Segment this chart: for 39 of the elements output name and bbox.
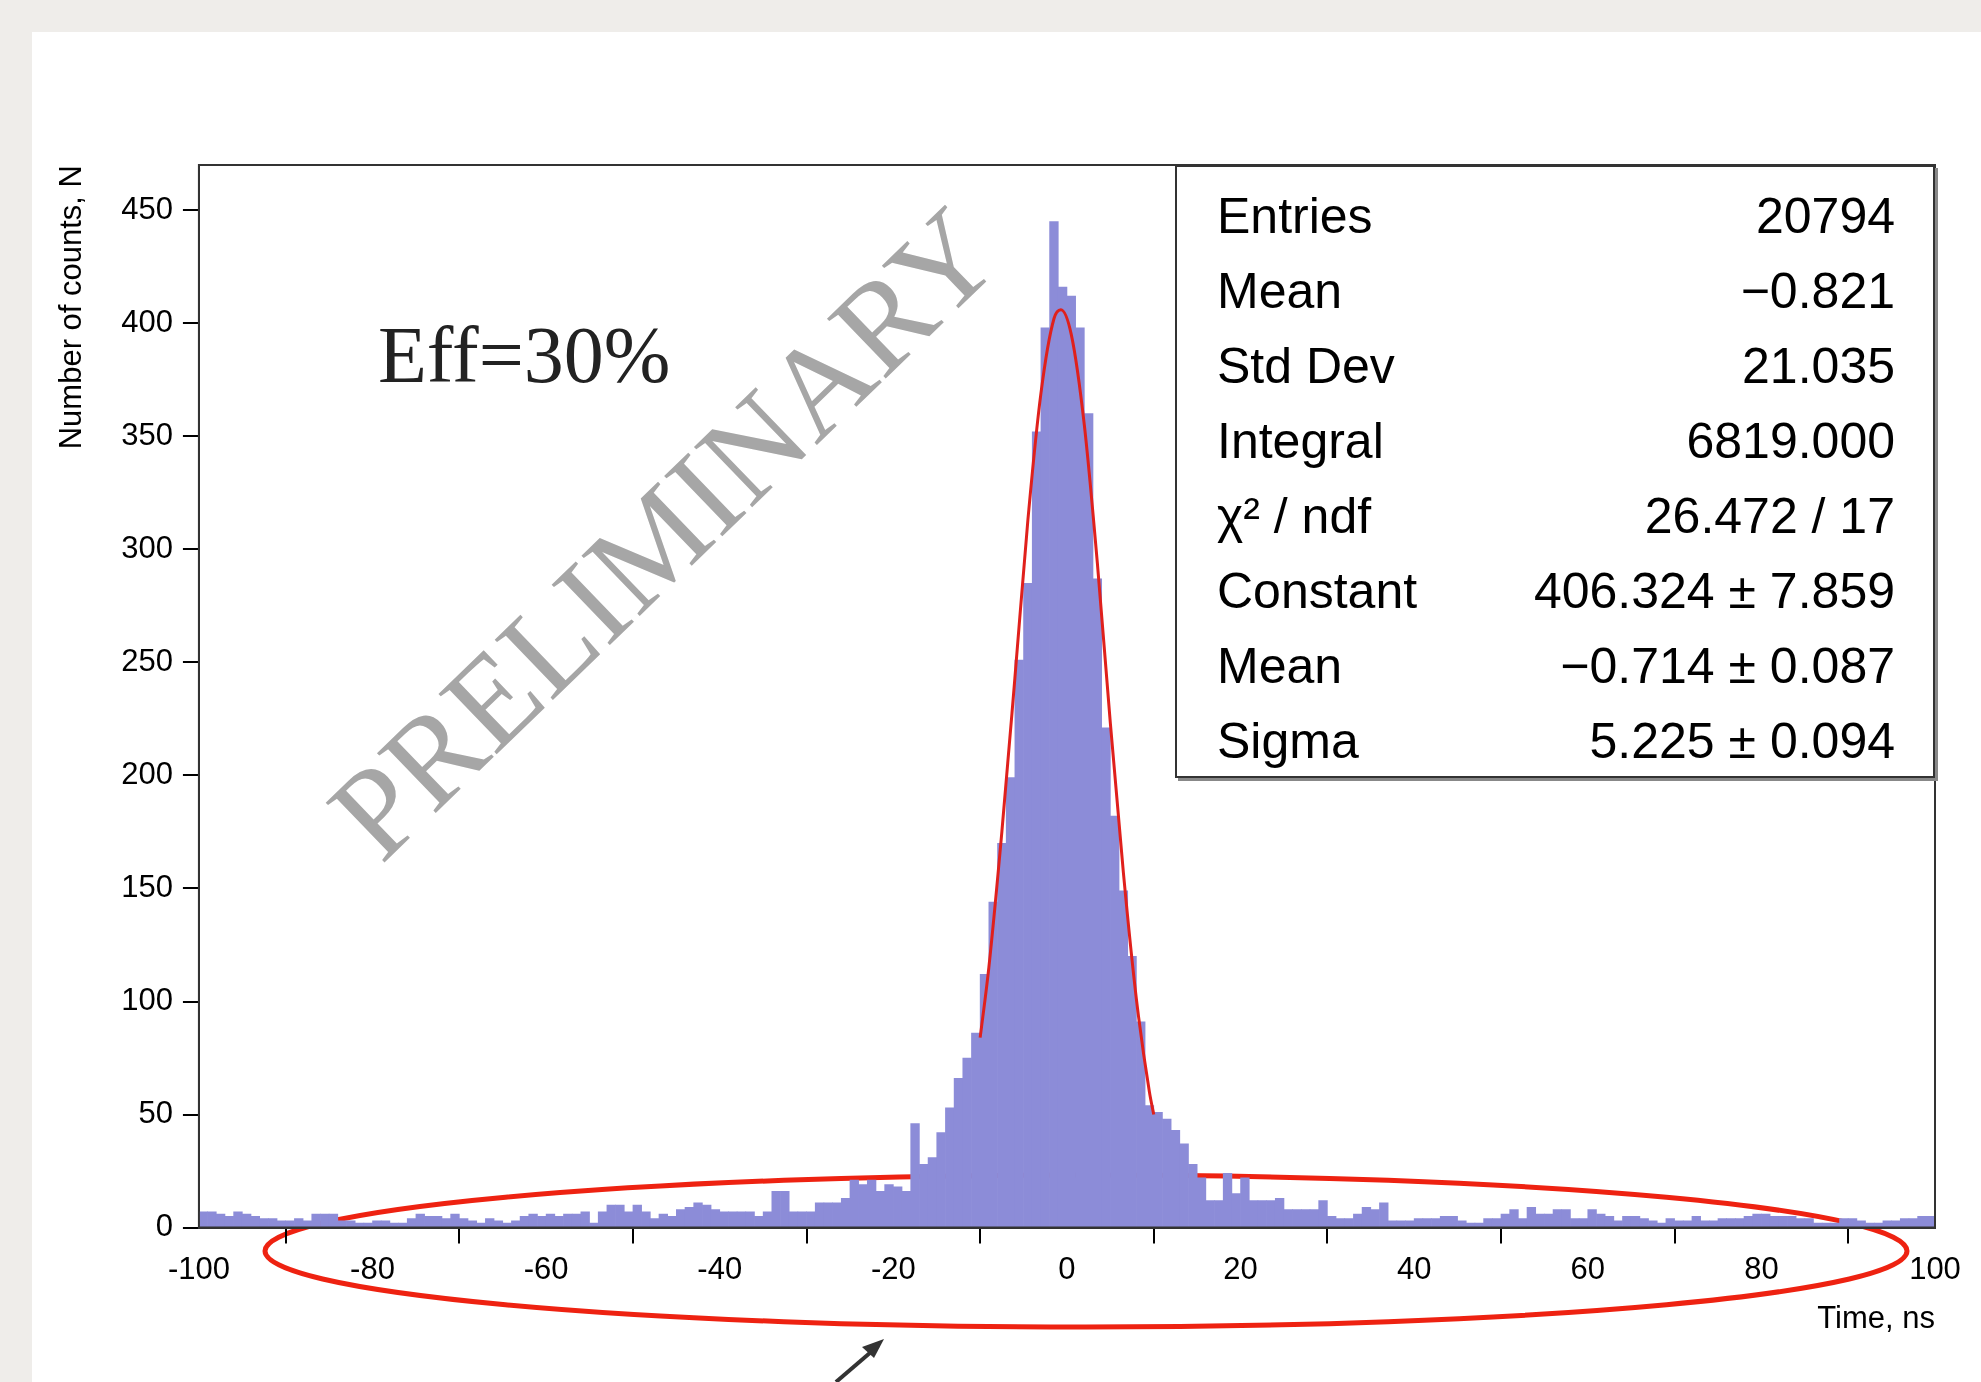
annotation: 6819.000 xyxy=(1686,412,1895,471)
x-tick-label: -100 xyxy=(167,1250,230,1286)
y-tick-label: 100 xyxy=(121,982,173,1018)
annotation: 20794 xyxy=(1755,187,1895,246)
annotation: Constant xyxy=(1217,562,1418,621)
annotation: −0.714 ± 0.087 xyxy=(1560,637,1895,696)
y-tick-label: 250 xyxy=(121,642,173,678)
x-tick-label: -20 xyxy=(870,1250,916,1286)
x-tick-label: 0 xyxy=(1058,1250,1076,1286)
annotation: Integral xyxy=(1217,412,1384,471)
annotation: Sigma xyxy=(1217,712,1359,771)
annotation: Mean xyxy=(1217,262,1343,321)
y-axis-title: Number of counts, N xyxy=(53,165,89,450)
y-tick-label: 150 xyxy=(121,869,173,905)
y-tick-label: 50 xyxy=(138,1095,173,1131)
y-tick-label: 400 xyxy=(121,303,173,339)
y-tick-label: 0 xyxy=(155,1208,173,1244)
x-tick-label: -60 xyxy=(523,1250,569,1286)
annotation: Mean xyxy=(1217,637,1343,696)
y-tick-label: 450 xyxy=(121,190,173,226)
x-tick-label: 80 xyxy=(1744,1250,1779,1286)
annotation: Std Dev xyxy=(1217,337,1395,396)
annotation: χ² / ndf xyxy=(1217,487,1372,546)
annotation: 26.472 / 17 xyxy=(1644,487,1895,546)
y-tick-label: 200 xyxy=(121,755,173,791)
x-tick-label: -80 xyxy=(350,1250,395,1286)
x-axis-title: Time, ns xyxy=(1817,1299,1935,1335)
x-tick-label: 60 xyxy=(1570,1250,1606,1286)
annotation: −0.821 xyxy=(1740,262,1895,321)
y-tick-label: 350 xyxy=(121,416,173,452)
x-tick-label: 40 xyxy=(1396,1250,1432,1286)
x-tick-label: 20 xyxy=(1223,1250,1258,1286)
annotation: 5.225 ± 0.094 xyxy=(1589,712,1895,771)
x-tick-label: -40 xyxy=(697,1250,743,1286)
y-tick-label: 300 xyxy=(121,529,173,565)
annotation: Entries xyxy=(1217,187,1373,246)
annotation: 21.035 xyxy=(1742,337,1895,396)
x-tick-label: 100 xyxy=(1909,1250,1961,1286)
annotation: 406.324 ± 7.859 xyxy=(1533,562,1895,621)
